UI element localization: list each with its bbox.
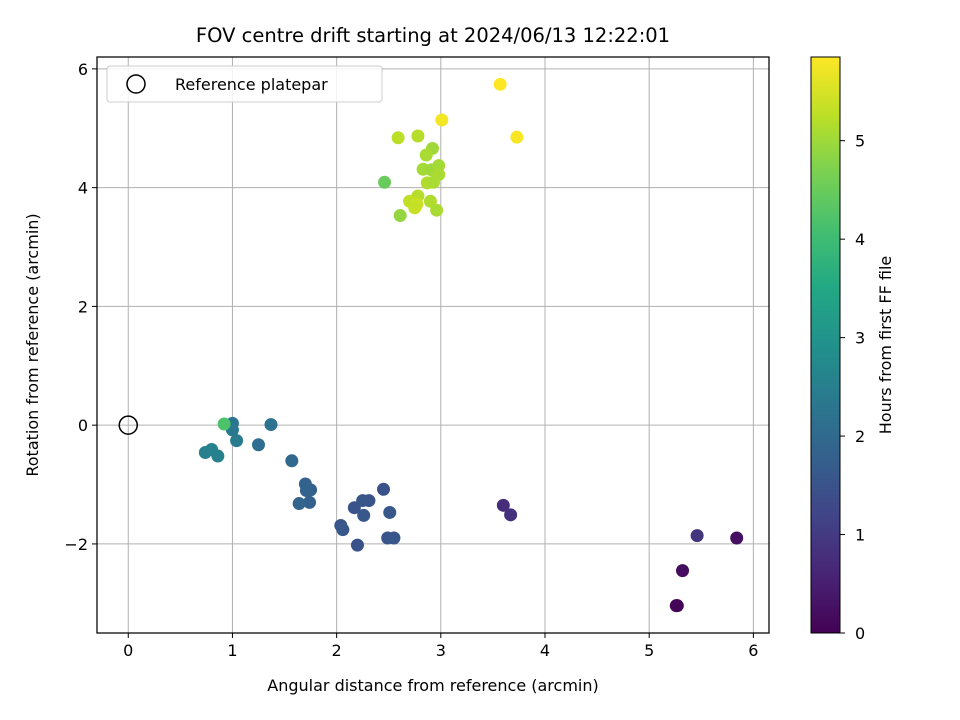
data-point [427, 175, 441, 189]
data-point [357, 508, 371, 522]
data-point [387, 531, 401, 545]
data-point [419, 148, 433, 162]
data-point [211, 449, 225, 463]
colorbar-tick-label: 0 [855, 624, 865, 643]
legend: Reference platepar [106, 65, 383, 103]
x-axis-ticks: 0 1 2 3 4 5 6 [123, 633, 758, 660]
data-point [510, 130, 524, 144]
x-tick-label: 6 [748, 641, 758, 660]
data-point [391, 131, 405, 145]
colorbar-ticks: 0 1 2 3 4 5 [840, 132, 865, 643]
legend-box [106, 65, 383, 103]
data-point [292, 497, 306, 511]
data-point [217, 417, 231, 431]
colorbar-gradient [810, 56, 841, 634]
colorbar-tick-label: 2 [855, 427, 865, 446]
x-tick-label: 4 [540, 641, 550, 660]
data-point [251, 438, 265, 452]
data-point [430, 203, 444, 217]
data-points [198, 77, 744, 613]
x-tick-label: 3 [436, 641, 446, 660]
y-tick-label: 2 [78, 297, 88, 316]
data-point [730, 531, 744, 545]
data-point [504, 508, 518, 522]
colorbar-label: Hours from first FF file [876, 256, 895, 435]
y-axis-ticks: −2 0 2 4 6 [64, 60, 97, 554]
y-axis-label: Rotation from reference (arcmin) [23, 213, 42, 476]
data-point [383, 505, 397, 519]
colorbar-tick-label: 4 [855, 230, 865, 249]
data-point [303, 495, 317, 509]
data-point [676, 564, 690, 578]
data-point [690, 529, 704, 543]
legend-marker [126, 74, 146, 94]
data-point [411, 129, 425, 143]
reference-platepar-marker [118, 415, 139, 435]
x-tick-label: 1 [227, 641, 237, 660]
data-point [670, 599, 684, 613]
colorbar-tick-label: 5 [855, 132, 865, 151]
x-tick-label: 5 [644, 641, 654, 660]
data-point [493, 77, 507, 91]
y-tick-label: 0 [78, 416, 88, 435]
data-point [264, 418, 278, 432]
colorbar-tick-label: 1 [855, 526, 865, 545]
data-point [304, 483, 318, 497]
x-tick-label: 2 [332, 641, 342, 660]
data-point [496, 498, 510, 512]
x-axis-label: Angular distance from reference (arcmin) [267, 676, 598, 695]
data-point [350, 538, 364, 552]
data-point [432, 159, 446, 173]
data-point [393, 209, 407, 223]
colorbar: 0 1 2 3 4 5 Hours from first FF file [810, 56, 895, 643]
y-tick-label: −2 [64, 535, 88, 554]
data-point [377, 482, 391, 496]
colorbar-tick-label: 3 [855, 329, 865, 348]
data-point [336, 523, 350, 537]
data-point [435, 113, 449, 127]
x-tick-label: 0 [123, 641, 133, 660]
data-point [285, 454, 299, 468]
legend-label: Reference platepar [175, 75, 328, 94]
y-tick-label: 6 [78, 60, 88, 79]
data-point [378, 175, 392, 189]
data-point [408, 201, 422, 215]
data-point [347, 501, 361, 515]
data-point [230, 434, 244, 448]
y-tick-label: 4 [78, 179, 88, 198]
chart-title: FOV centre drift starting at 2024/06/13 … [196, 24, 670, 47]
plot-frame [96, 56, 770, 634]
